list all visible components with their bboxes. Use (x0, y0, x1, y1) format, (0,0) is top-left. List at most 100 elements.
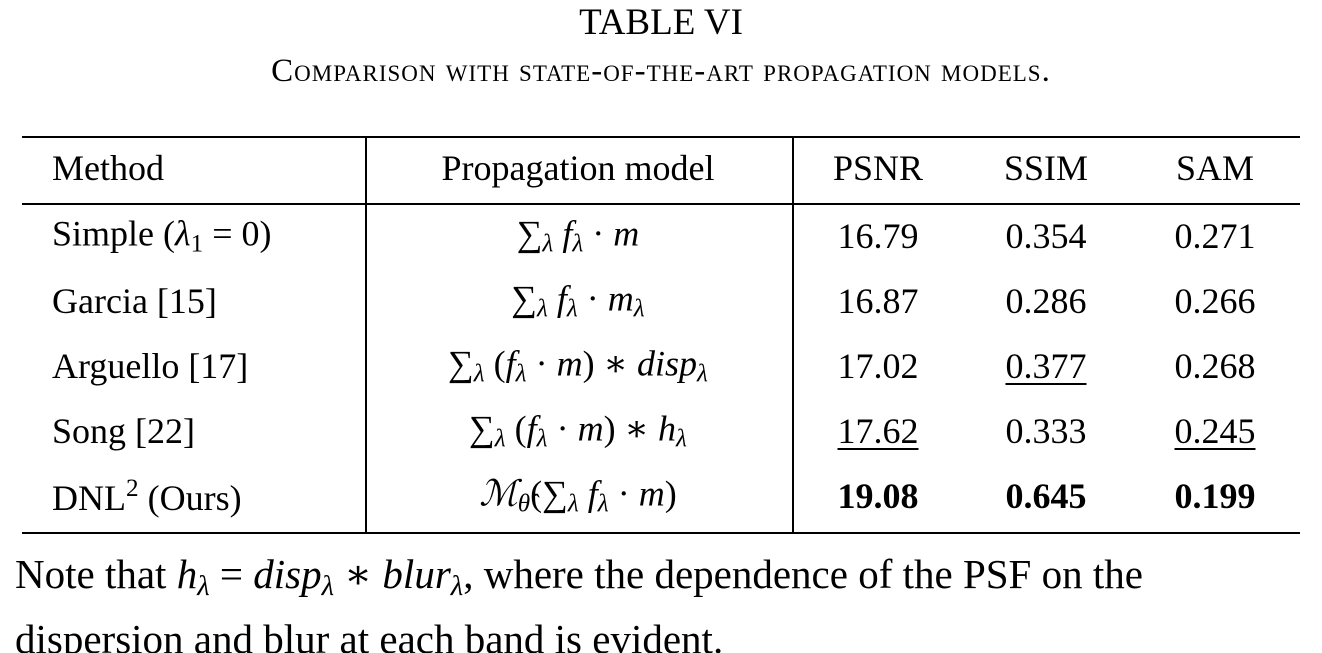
text-segment: f (547, 278, 567, 319)
text-segment: λ (633, 295, 645, 323)
model-cell: ∑λ (fλ · m) ∗ hλ (469, 410, 687, 452)
text-segment: blur (382, 551, 451, 597)
metric-cell: 19.08 (837, 476, 919, 516)
top-rule (22, 136, 1300, 138)
text-segment: θ̂ (517, 490, 531, 518)
method-cell: DNL2 (Ours) (52, 476, 242, 516)
text-segment: · (583, 213, 614, 254)
text-segment: λ (197, 570, 210, 603)
text-segment: Garcia [15] (52, 281, 217, 321)
metric-cell: 0.271 (1174, 216, 1256, 256)
text-segment: disp (253, 551, 322, 597)
header-rule (22, 203, 1300, 205)
text-segment: f (505, 343, 516, 384)
text-segment: m (638, 473, 665, 514)
model-cell: ℳθ̂(∑λ fλ · m) (479, 475, 676, 517)
text-segment: · (526, 343, 557, 384)
metric-cell: 0.377 (1005, 346, 1087, 386)
metric-cell: 0.645 (1005, 476, 1087, 516)
text-segment: Arguello [17] (52, 346, 249, 386)
text-segment: Simple ( (52, 213, 175, 254)
table-note: Note that hλ = dispλ ∗ blurλ, where the … (15, 548, 1320, 653)
text-segment: λ (450, 570, 464, 603)
text-segment: · (608, 473, 639, 514)
text-segment: Note that (15, 551, 177, 597)
metric-cell: 16.87 (837, 281, 919, 321)
text-segment: , where the dependence of the PSF on the… (15, 551, 1143, 653)
text-segment: f (578, 473, 598, 514)
model-cell: ∑λ (fλ · m) ∗ dispλ (448, 345, 708, 387)
header-cell: Method (52, 148, 164, 188)
text-segment: λ (542, 230, 554, 258)
column-divider (365, 137, 367, 533)
text-segment: λ (494, 425, 506, 453)
method-cell: Song [22] (52, 413, 195, 449)
text-segment: ) ∗ (603, 408, 659, 449)
text-segment: ∑ (511, 278, 537, 319)
text-segment: λ (676, 425, 687, 453)
metric-cell: 17.62 (837, 411, 919, 451)
metric-cell: 0.333 (1005, 411, 1087, 451)
text-segment: (Ours) (138, 477, 242, 518)
metric-cell: 16.79 (837, 216, 919, 256)
header-cell: SSIM (1003, 148, 1089, 188)
metric-cell: 0.286 (1005, 281, 1087, 321)
text-segment: h (658, 408, 677, 449)
text-segment: ∑ (516, 213, 543, 254)
text-segment: Song [22] (52, 411, 195, 451)
metric-cell: 0.266 (1174, 281, 1256, 321)
text-segment: DNL (52, 477, 126, 518)
header-cell: PSNR (832, 148, 924, 188)
text-segment: h (176, 551, 198, 597)
header-cell: SAM (1175, 148, 1255, 188)
table-label: TABLE VI (579, 2, 743, 43)
text-segment: λ (567, 490, 579, 518)
text-segment: λ (536, 295, 548, 323)
metric-cell: 0.354 (1005, 216, 1087, 256)
text-segment: λ (697, 360, 708, 388)
text-segment: = (209, 551, 254, 597)
metric-cell: 0.245 (1174, 411, 1256, 451)
header-cell: Propagation model (441, 148, 715, 188)
text-segment: λ (536, 425, 548, 453)
text-segment: ( (484, 343, 506, 384)
model-cell: ∑λ fλ · m (517, 215, 640, 257)
text-segment: m (613, 213, 640, 254)
metric-cell: 0.268 (1174, 346, 1256, 386)
method-cell: Simple (λ1 = 0) (52, 215, 271, 257)
text-segment: λ (321, 570, 335, 603)
text-segment: (∑ (530, 473, 568, 514)
text-segment: 2 (126, 475, 139, 503)
text-segment: λ (566, 295, 578, 323)
text-segment: · (577, 278, 608, 319)
text-segment: f (526, 408, 537, 449)
text-segment: λ (597, 490, 609, 518)
text-segment: ℳ (479, 473, 518, 514)
text-segment: ∑ (469, 408, 495, 449)
text-segment: m (607, 278, 634, 319)
method-cell: Garcia [15] (52, 283, 217, 319)
text-segment: disp (637, 343, 698, 384)
method-cell: Arguello [17] (52, 348, 248, 384)
table-title: Comparison with state-of-the-art propaga… (271, 53, 1051, 89)
text-segment: ) (664, 473, 677, 514)
text-segment: λ (473, 360, 485, 388)
bottom-rule (22, 532, 1300, 534)
text-segment: ∑ (448, 343, 474, 384)
column-divider (792, 137, 794, 533)
text-segment: m (577, 408, 604, 449)
model-cell: ∑λ fλ · mλ (511, 280, 644, 322)
text-segment: λ (175, 213, 191, 254)
text-segment: ( (505, 408, 527, 449)
text-segment: f (553, 213, 573, 254)
text-segment: λ (572, 230, 584, 258)
metric-cell: 0.199 (1174, 476, 1256, 516)
text-segment: λ (515, 360, 527, 388)
text-segment: m (556, 343, 583, 384)
text-segment: = 0) (203, 213, 272, 254)
text-segment: ∗ (334, 551, 383, 597)
text-segment: · (547, 408, 578, 449)
text-segment: ) ∗ (582, 343, 638, 384)
metric-cell: 17.02 (837, 346, 919, 386)
